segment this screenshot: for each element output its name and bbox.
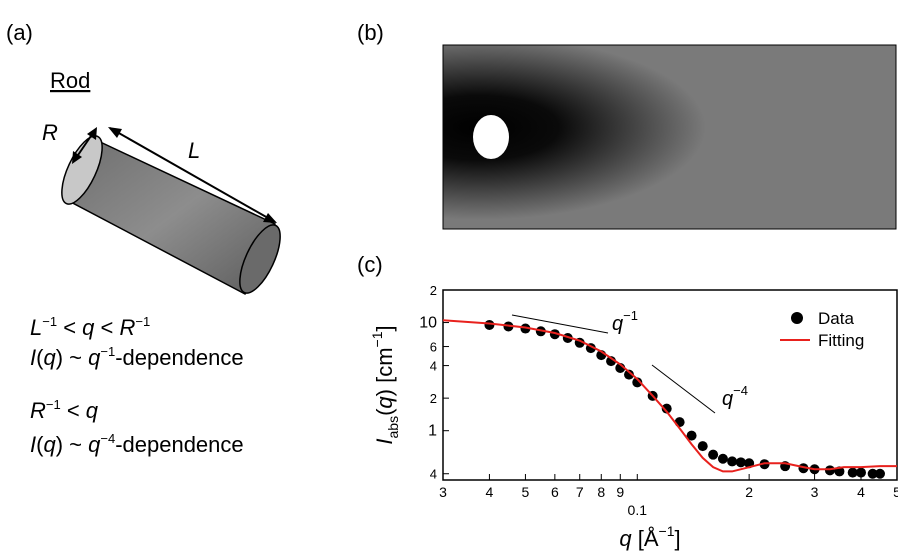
panel-label: (c) xyxy=(357,252,383,277)
annotation: q−1 xyxy=(612,308,638,335)
legend-label: Fitting xyxy=(818,331,864,350)
text: [Å xyxy=(632,526,659,551)
text: −4 xyxy=(100,431,115,446)
text: R xyxy=(30,398,46,423)
x-tick-label: 3 xyxy=(439,484,447,500)
data-point xyxy=(484,320,494,330)
text: < xyxy=(61,398,86,423)
data-point xyxy=(708,450,718,460)
y-tick-label: 6 xyxy=(430,340,437,355)
text: −1 xyxy=(623,308,638,323)
data-point xyxy=(675,417,685,427)
text: q xyxy=(88,345,101,370)
text: -dependence xyxy=(115,432,243,457)
dim-r: R xyxy=(42,120,58,145)
data-point xyxy=(856,468,866,478)
y-tick-label: 4 xyxy=(430,359,437,374)
text: q xyxy=(82,315,95,340)
text: ] xyxy=(675,526,681,551)
text: q xyxy=(88,432,101,457)
x-tick-label: 9 xyxy=(616,484,624,500)
text: −1 xyxy=(369,331,385,347)
rod-title: Rod xyxy=(50,68,90,93)
data-point xyxy=(825,465,835,475)
data-point xyxy=(875,469,885,479)
text: ] xyxy=(372,325,397,331)
y-axis-title: Iabs(q) [cm−1] xyxy=(369,325,401,444)
text: q xyxy=(722,388,733,410)
x-tick-label: 5 xyxy=(522,484,530,500)
text: −1 xyxy=(100,344,115,359)
rod-drawing xyxy=(54,127,289,298)
y-tick-label: 4 xyxy=(430,467,437,482)
x-tick-label: 0.1 xyxy=(628,502,648,518)
text: −1 xyxy=(659,523,675,539)
text: q xyxy=(86,398,99,423)
figure: (a) Rod R L L−1 < q < R−1 I(q) ~ q−1-dep… xyxy=(0,0,898,553)
text: −1 xyxy=(42,314,57,329)
x-tick-label: 7 xyxy=(576,484,584,500)
y-tick-label: 1 xyxy=(428,423,437,440)
data-point xyxy=(718,454,728,464)
x-tick-label: 4 xyxy=(486,484,494,500)
panel-label: (a) xyxy=(6,20,33,45)
text: q xyxy=(43,432,56,457)
text: -dependence xyxy=(115,345,243,370)
x-tick-label: 5 xyxy=(893,484,898,500)
data-point xyxy=(698,441,708,451)
legend-label: Data xyxy=(818,309,854,328)
panel-label: (b) xyxy=(357,20,384,45)
dependence-line: I(q) ~ q−4-dependence xyxy=(30,431,244,457)
x-axis-title: q [Å−1] xyxy=(619,523,680,551)
y-tick-label: 2 xyxy=(430,283,437,298)
text: ) ~ xyxy=(56,432,88,457)
text: q xyxy=(619,526,632,551)
data-point xyxy=(727,456,737,466)
text: ) [cm xyxy=(372,347,397,396)
annotation: q−4 xyxy=(722,383,748,410)
x-tick-label: 3 xyxy=(811,484,819,500)
dim-l: L xyxy=(188,138,200,163)
dependence-line: I(q) ~ q−1-dependence xyxy=(30,344,244,370)
text: L xyxy=(30,315,42,340)
text: < xyxy=(57,315,82,340)
text: ) ~ xyxy=(56,345,88,370)
y-tick-label: 2 xyxy=(430,391,437,406)
legend-marker xyxy=(791,312,803,324)
condition-line: R−1 < q xyxy=(30,397,99,423)
x-tick-label: 4 xyxy=(857,484,865,500)
text: −1 xyxy=(135,314,150,329)
y-tick-label: 10 xyxy=(419,315,437,332)
condition-line: L−1 < q < R−1 xyxy=(30,314,150,340)
text: q xyxy=(612,313,623,335)
text: q xyxy=(372,396,397,409)
text: q xyxy=(43,345,56,370)
x-tick-label: 6 xyxy=(551,484,559,500)
text: < xyxy=(94,315,119,340)
text: −4 xyxy=(733,383,748,398)
x-tick-label: 2 xyxy=(745,484,753,500)
text: R xyxy=(119,315,135,340)
text: −1 xyxy=(46,397,61,412)
detector-image xyxy=(443,45,896,229)
x-tick-label: 8 xyxy=(597,484,605,500)
text: abs xyxy=(385,416,401,439)
